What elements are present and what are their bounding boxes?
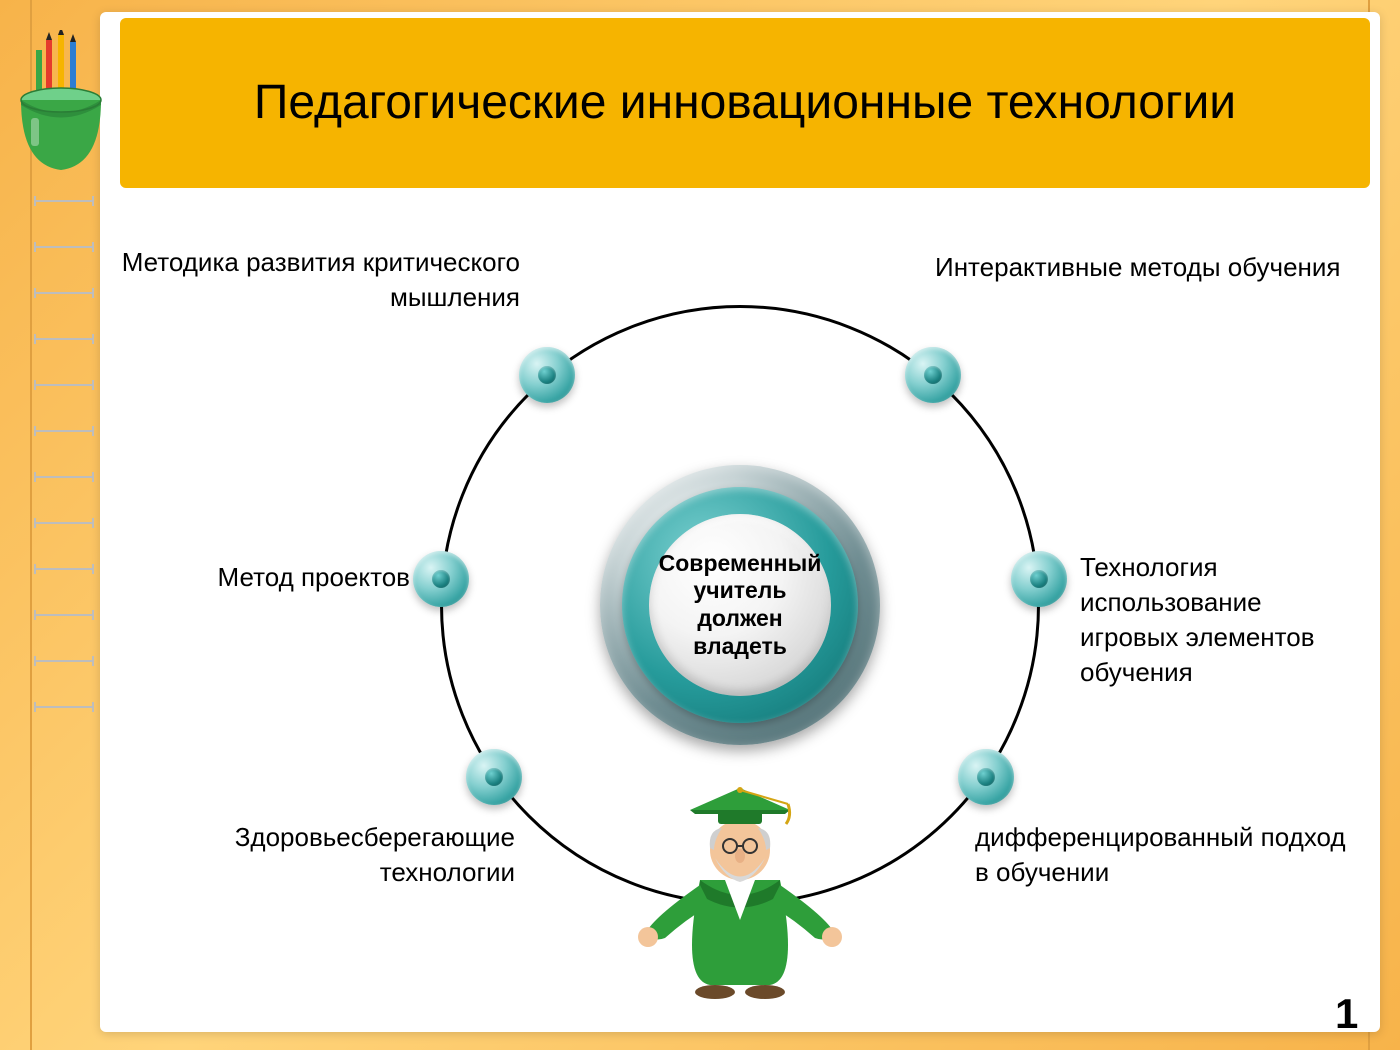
ruler-decoration (34, 200, 104, 752)
node-label-critical-thinking: Методика развития критического мышления (120, 245, 520, 315)
hub-text: Современный учитель должен владеть (659, 550, 822, 660)
page-number-text: 1 (1335, 990, 1358, 1037)
node-label-differentiated: дифференцированный подход в обучении (975, 820, 1365, 890)
node-health-saving (519, 347, 575, 403)
node-interactive (958, 749, 1014, 805)
node-differentiated (905, 347, 961, 403)
node-label-health-saving: Здоровьесберегающие технологии (205, 820, 515, 890)
hub-outer: Современный учитель должен владеть (600, 465, 880, 745)
hub-ring: Современный учитель должен владеть (622, 487, 858, 723)
node-projects (413, 551, 469, 607)
node-critical-thinking (466, 749, 522, 805)
node-label-projects: Метод проектов (150, 560, 410, 595)
slide-title: Педагогические инновационные технологии (120, 18, 1370, 188)
page-number: 1 (1335, 990, 1358, 1038)
pencil-cup-icon (6, 30, 116, 180)
radial-diagram: Современный учитель должен владеть (100, 200, 1380, 1020)
node-label-game-tech: Технология использование игровых элемент… (1080, 550, 1360, 690)
node-label-interactive: Интерактивные методы обучения (935, 250, 1365, 285)
node-game-tech (1011, 551, 1067, 607)
professor-icon (630, 770, 850, 1000)
slide-title-text: Педагогические инновационные технологии (254, 73, 1236, 133)
hub-inner: Современный учитель должен владеть (649, 514, 831, 696)
